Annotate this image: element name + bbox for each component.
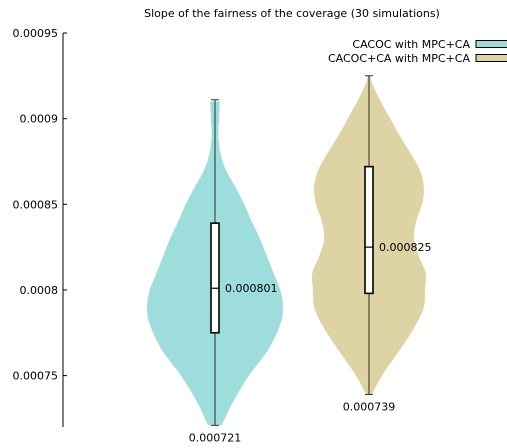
min-label: 0.000739 bbox=[343, 400, 396, 413]
y-axis: 0.00095 0.0009 0.00085 0.0008 0.00075 bbox=[13, 27, 67, 427]
legend-label: CACOC with MPC+CA bbox=[352, 38, 470, 51]
chart-title: Slope of the fairness of the coverage (3… bbox=[144, 7, 440, 20]
violin-group: 0.000801 0.000721 bbox=[147, 99, 283, 444]
median-label: 0.000801 bbox=[225, 282, 278, 295]
legend-swatch bbox=[475, 40, 507, 48]
y-tick-label: 0.00085 bbox=[13, 198, 59, 211]
legend-label: CACOC+CA with MPC+CA bbox=[328, 52, 470, 65]
iqr-box bbox=[364, 165, 374, 295]
iqr-box bbox=[210, 222, 220, 334]
violin-group: 0.000825 0.000739 bbox=[311, 75, 432, 413]
legend-swatch bbox=[475, 54, 507, 62]
y-tick-label: 0.00095 bbox=[13, 27, 59, 40]
plot-area: 0.000801 0.000721 0.000825 0.000739 bbox=[147, 75, 432, 444]
y-tick-label: 0.00075 bbox=[13, 370, 59, 383]
y-tick-label: 0.0008 bbox=[20, 284, 59, 297]
min-label: 0.000721 bbox=[189, 431, 242, 444]
y-tick-label: 0.0009 bbox=[20, 113, 59, 126]
median-label: 0.000825 bbox=[379, 241, 432, 254]
